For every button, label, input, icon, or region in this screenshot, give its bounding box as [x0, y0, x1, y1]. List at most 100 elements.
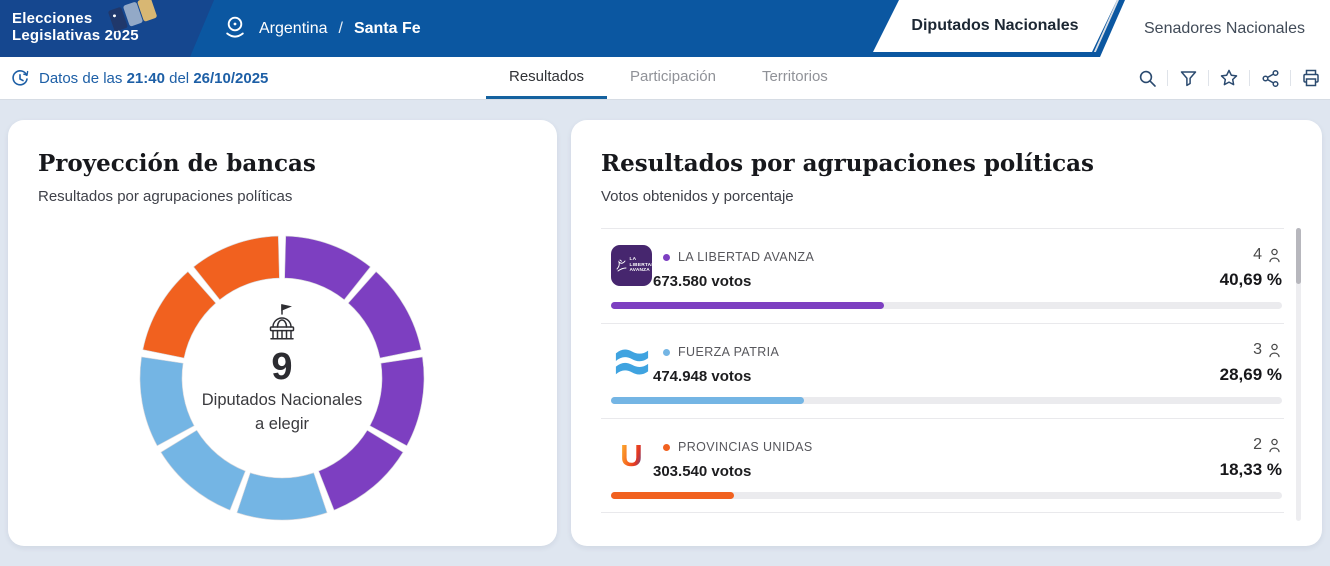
tab-participacion[interactable]: Participación [630, 68, 716, 85]
party-row-provincias-unidas[interactable]: U PROVINCIAS UNIDAS 303.540 votos 2 18,3… [601, 418, 1284, 513]
clock-history-icon [12, 70, 29, 86]
search-icon[interactable] [1136, 67, 1158, 89]
donut-seat-segment[interactable] [142, 271, 217, 359]
toolbar-divider [1290, 70, 1291, 86]
person-icon [1269, 343, 1280, 357]
party-votes: 474.948 votos [653, 368, 752, 385]
party-row-la-libertad-avanza[interactable]: LA LIBERTAD AVANZA LA LIBERTAD AVANZA 67… [601, 228, 1284, 323]
brand-title: Elecciones Legislativas 2025 [12, 10, 139, 44]
data-prefix: Datos de las [39, 69, 123, 87]
seats-donut-chart[interactable] [136, 232, 428, 524]
top-header: Elecciones Legislativas 2025 Argentina /… [0, 0, 1330, 57]
person-icon [1269, 248, 1280, 262]
donut-center-label: 9 Diputados Nacionales a elegir [162, 302, 402, 436]
toolbar-divider [1208, 70, 1209, 86]
party-seat-count: 4 [1253, 246, 1262, 263]
party-seats: 4 [1253, 246, 1282, 264]
donut-seat-segment[interactable] [369, 356, 425, 447]
lla-logo-text: LA LIBERTAD AVANZA [629, 256, 653, 274]
brand-line1: Elecciones [12, 10, 93, 27]
data-timestamp: Datos de las 21:40 del 26/10/2025 [10, 57, 268, 99]
party-votes: 673.580 votos [653, 273, 752, 290]
pu-party-logo: U [611, 435, 652, 476]
donut-seat-segment[interactable] [193, 235, 280, 301]
seats-label-line2: a elegir [254, 415, 310, 433]
party-seats: 3 [1253, 341, 1282, 359]
breadcrumb-location[interactable]: Argentina / Santa Fe [222, 0, 421, 57]
party-list-scrollbar[interactable] [1296, 228, 1301, 521]
party-bar-fill [611, 302, 885, 309]
data-time: 21:40 [126, 69, 165, 87]
party-progress-track [611, 397, 1282, 404]
party-name-row: FUERZA PATRIA [663, 345, 779, 359]
party-bar-fill [611, 492, 734, 499]
donut-seat-segment[interactable] [347, 271, 422, 359]
pu-logo-letter: U [620, 435, 642, 476]
breadcrumb-separator: / [338, 19, 343, 37]
seats-label-line1: Diputados Nacionales [201, 391, 363, 409]
seats-card-subtitle: Resultados por agrupaciones políticas [38, 188, 293, 205]
tab-senadores-label: Senadores Nacionales [1144, 19, 1305, 37]
location-pin-icon [226, 16, 244, 38]
fp-flags-icon [615, 349, 648, 375]
tab-territorios[interactable]: Territorios [761, 68, 828, 85]
party-percent: 18,33 % [1219, 460, 1282, 479]
donut-seat-segment[interactable] [318, 429, 404, 511]
party-color-bullet [663, 443, 670, 451]
breadcrumb-province[interactable]: Santa Fe [353, 19, 421, 37]
party-name-row: LA LIBERTAD AVANZA [663, 250, 814, 264]
seats-card-title: Proyección de bancas [38, 150, 316, 177]
data-date: 26/10/2025 [193, 69, 269, 87]
party-progress-track [611, 302, 1282, 309]
toolbar-divider [1249, 70, 1250, 86]
party-name: PROVINCIAS UNIDAS [678, 440, 813, 454]
tab-resultados[interactable]: Resultados [486, 57, 608, 99]
results-tabs: Resultados Participación Territorios [486, 57, 851, 99]
scrollbar-thumb[interactable] [1296, 228, 1301, 284]
person-icon [1269, 438, 1280, 452]
tab-senadores-nacionales[interactable]: Senadores Nacionales [1100, 0, 1330, 57]
brand-logo[interactable]: Elecciones Legislativas 2025 [0, 0, 214, 57]
filter-icon[interactable] [1177, 67, 1199, 89]
tab-diputados-label: Diputados Nacionales [911, 17, 1079, 34]
party-progress-track [611, 492, 1282, 499]
lla-eagle-icon [616, 260, 626, 272]
donut-seat-segment[interactable] [160, 429, 246, 511]
results-card-title: Resultados por agrupaciones políticas [601, 150, 1094, 177]
party-percent: 28,69 % [1219, 365, 1282, 384]
results-card-subtitle: Votos obtenidos y porcentaje [601, 188, 794, 205]
total-seats: 9 [271, 346, 293, 388]
tab-diputados-nacionales[interactable]: Diputados Nacionales [873, 0, 1117, 52]
party-name: LA LIBERTAD AVANZA [678, 250, 815, 264]
party-name: FUERZA PATRIA [678, 345, 780, 359]
toolbar-actions [1136, 57, 1322, 99]
capitol-icon [269, 304, 295, 340]
party-list: LA LIBERTAD AVANZA LA LIBERTAD AVANZA 67… [601, 228, 1284, 513]
party-color-bullet [663, 253, 670, 261]
party-name-row: PROVINCIAS UNIDAS [663, 440, 813, 454]
party-seat-count: 3 [1253, 341, 1262, 358]
donut-seat-segment[interactable] [139, 356, 195, 447]
seats-projection-card: Proyección de bancas Resultados por agru… [8, 120, 557, 546]
party-color-bullet [663, 348, 670, 356]
donut-seat-segment[interactable] [236, 472, 328, 521]
party-votes: 303.540 votos [653, 463, 752, 480]
fp-party-logo [611, 340, 652, 381]
party-seat-count: 2 [1253, 436, 1262, 453]
breadcrumb-country[interactable]: Argentina [259, 19, 328, 37]
share-icon[interactable] [1259, 67, 1281, 89]
party-percent: 40,69 % [1219, 270, 1282, 289]
favorite-icon[interactable] [1218, 67, 1240, 89]
party-seats: 2 [1253, 436, 1282, 454]
data-del: del [169, 69, 190, 87]
brand-line2: Legislativas 2025 [12, 27, 139, 44]
sub-header: Datos de las 21:40 del 26/10/2025 Result… [0, 57, 1330, 100]
party-row-fuerza-patria[interactable]: FUERZA PATRIA 474.948 votos 3 28,69 % [601, 323, 1284, 418]
lla-party-logo: LA LIBERTAD AVANZA [611, 245, 652, 286]
party-bar-fill [611, 397, 804, 404]
donut-seat-segment[interactable] [284, 235, 371, 301]
toolbar-divider [1167, 70, 1168, 86]
party-results-card: Resultados por agrupaciones políticas Vo… [571, 120, 1322, 546]
print-icon[interactable] [1300, 67, 1322, 89]
